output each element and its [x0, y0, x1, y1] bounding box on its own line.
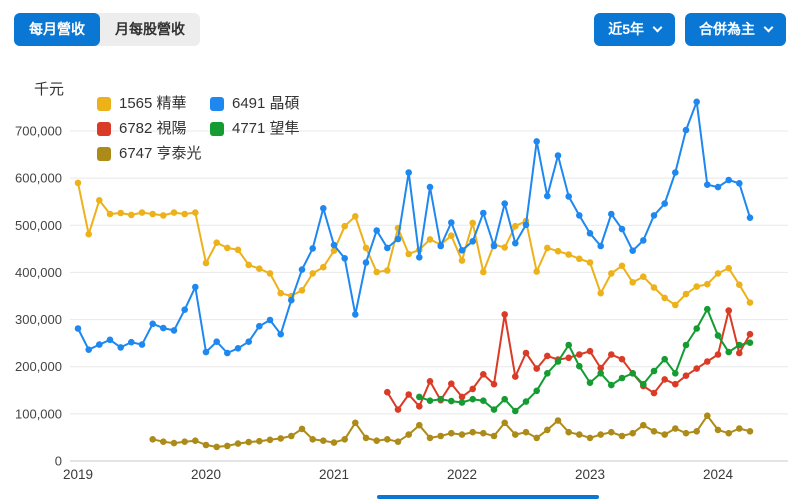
y-tick-label: 200,000 [15, 359, 62, 374]
y-tick-label: 600,000 [15, 171, 62, 186]
legend-label-1565: 1565 精華 [119, 95, 187, 112]
chevron-down-icon [763, 22, 774, 33]
series-line-4771 [416, 305, 754, 415]
series-line-6747 [149, 412, 754, 451]
tab-monthly-revenue[interactable]: 每月營收 [14, 13, 100, 47]
report-basis-label: 合併為主 [699, 21, 755, 37]
legend-item-6747[interactable]: 6747 亨泰光 [97, 146, 210, 161]
y-tick-label: 400,000 [15, 265, 62, 280]
legend-item-1565[interactable]: 1565 精華 [97, 96, 210, 111]
legend-swatch-6491 [210, 96, 224, 111]
x-tick-label: 2024 [703, 467, 734, 482]
series-line-6491 [74, 98, 754, 357]
chevron-down-icon [652, 22, 663, 33]
y-tick-label: 300,000 [15, 312, 62, 327]
legend-label-6747: 6747 亨泰光 [119, 145, 202, 162]
x-tick-label: 2023 [575, 467, 605, 482]
y-tick-label: 500,000 [15, 218, 62, 233]
tab-monthly-revenue-per-share[interactable]: 月每股營收 [100, 13, 200, 46]
revenue-line-chart[interactable]: 0 100,000 200,000 300,000 400,000 500,000 600,… [0, 58, 800, 499]
legend-swatch-4771 [210, 121, 224, 136]
view-tab-group: 每月營收 月每股營收 [14, 13, 200, 47]
legend-label-6782: 6782 視陽 [119, 120, 187, 137]
legend-item-6491[interactable]: 6491 晶碩 [210, 96, 300, 111]
y-tick-label: 100,000 [15, 406, 62, 421]
y-tick-label: 700,000 [15, 124, 62, 139]
chart-legend: 1565 精華 6491 晶碩 6782 視陽 4771 望隼 6747 亨泰光 [97, 96, 300, 161]
legend-swatch-1565 [97, 96, 111, 111]
chart-area: 0 100,000 200,000 300,000 400,000 500,000 600,… [0, 58, 800, 499]
time-range-label: 近5年 [608, 21, 644, 37]
x-tick-label: 2020 [191, 467, 221, 482]
time-range-dropdown[interactable]: 近5年 [594, 13, 675, 47]
legend-item-4771[interactable]: 4771 望隼 [210, 121, 300, 136]
x-tick-label: 2021 [319, 467, 349, 482]
legend-swatch-6747 [97, 146, 111, 161]
series-line-6782 [384, 307, 754, 413]
x-tick-label: 2019 [63, 467, 93, 482]
legend-swatch-6782 [97, 121, 111, 136]
legend-item-6782[interactable]: 6782 視陽 [97, 121, 210, 136]
y-tick-label: 0 [55, 454, 62, 469]
series-line-1565 [74, 179, 754, 309]
bottom-cropped-blue-bar [377, 495, 599, 499]
report-basis-dropdown[interactable]: 合併為主 [685, 13, 786, 47]
y-axis-unit-label: 千元 [34, 81, 65, 98]
toolbar-right: 近5年 合併為主 [594, 13, 786, 47]
x-tick-label: 2022 [447, 467, 477, 482]
legend-label-4771: 4771 望隼 [232, 120, 300, 137]
legend-label-6491: 6491 晶碩 [232, 95, 300, 112]
toolbar: 每月營收 月每股營收 近5年 合併為主 [0, 0, 800, 58]
